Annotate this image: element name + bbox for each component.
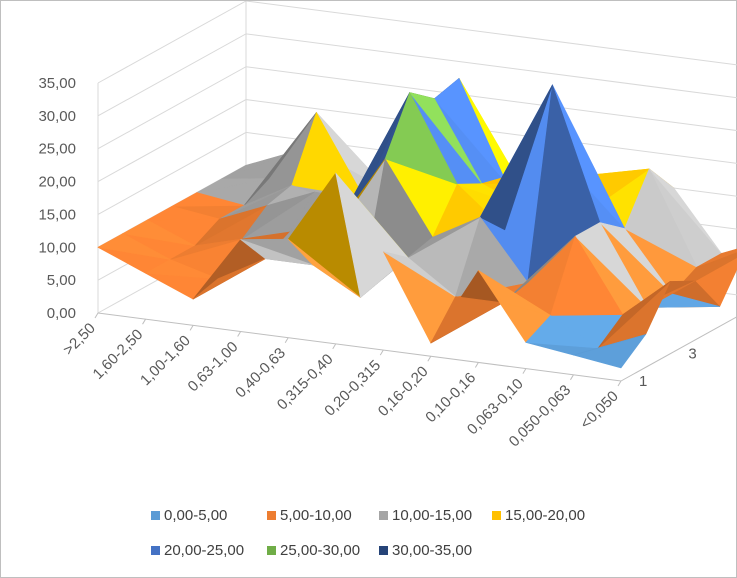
axis-tick-mark bbox=[570, 374, 574, 381]
surface-facet bbox=[478, 270, 551, 316]
x-tick-label: 0,10-0,16 bbox=[422, 369, 479, 426]
surface-facet bbox=[97, 233, 171, 260]
axis-tick-mark bbox=[142, 318, 146, 325]
y-axis-line bbox=[620, 316, 737, 382]
legend-swatch bbox=[379, 511, 388, 520]
surface-facet bbox=[192, 258, 266, 300]
legend-swatch bbox=[267, 546, 276, 555]
axis-tick-mark bbox=[189, 325, 194, 331]
surface-facet bbox=[409, 92, 483, 184]
surface-facet bbox=[407, 216, 481, 258]
z-tick-label: 15,00 bbox=[38, 206, 76, 223]
surface-facet bbox=[287, 238, 361, 298]
z-tick-label: 30,00 bbox=[38, 108, 76, 125]
surface-facet bbox=[573, 334, 647, 356]
legend-label: 25,00-30,00 bbox=[280, 542, 361, 559]
legend-label: 10,00-15,00 bbox=[392, 507, 473, 524]
axis-tick-mark bbox=[332, 343, 337, 350]
x-tick-label: 0,16-0,20 bbox=[375, 363, 432, 420]
legend-item: 25,00-30,00 bbox=[267, 541, 360, 561]
surface-facet bbox=[219, 185, 293, 220]
axis-tick-mark bbox=[522, 368, 527, 374]
legend-item: 15,00-20,00 bbox=[492, 506, 585, 526]
legend-swatch bbox=[492, 511, 501, 520]
z-tick-label: 35,00 bbox=[38, 75, 76, 92]
legend-swatch bbox=[151, 546, 160, 555]
gridline bbox=[97, 1, 737, 84]
legend-item: 10,00-15,00 bbox=[379, 506, 472, 526]
surface-facet bbox=[696, 248, 737, 268]
surface-facet bbox=[525, 315, 599, 349]
legend-label: 15,00-20,00 bbox=[505, 507, 586, 524]
axis-tick-mark bbox=[474, 362, 479, 368]
legend-item: 20,00-25,00 bbox=[151, 541, 244, 561]
surface-facet bbox=[240, 239, 314, 266]
legend-swatch bbox=[151, 511, 160, 520]
z-tick-label: 25,00 bbox=[38, 141, 76, 158]
surface-facet bbox=[145, 259, 219, 280]
legend-label: 20,00-25,00 bbox=[164, 542, 245, 559]
legend: 0,00-5,00 5,00-10,00 10,00-15,00 15,00-2… bbox=[1, 501, 737, 571]
z-tick-label: 10,00 bbox=[38, 239, 76, 256]
surface-facet bbox=[624, 168, 698, 268]
axis-tick-mark bbox=[379, 349, 384, 356]
x-tick-label: <0,050 bbox=[577, 388, 622, 433]
z-tick-label: 0,00 bbox=[47, 305, 76, 322]
z-tick-label: 5,00 bbox=[47, 272, 76, 289]
x-tick-label: 0,40-0,63 bbox=[232, 345, 289, 402]
surface-facet bbox=[574, 222, 648, 308]
x-tick-label: >2,50 bbox=[60, 320, 99, 359]
surface-facet bbox=[384, 92, 458, 185]
surface-facet bbox=[597, 281, 671, 349]
z-tick-label: 20,00 bbox=[38, 174, 76, 191]
surface-plot: 0,00 5,00 10,00 15,00 20,00 25,00 30,00 35,00 >… bbox=[38, 1, 737, 450]
legend-label: 30,00-35,00 bbox=[392, 542, 473, 559]
surface-facet bbox=[242, 191, 315, 240]
surface-facet bbox=[430, 296, 504, 344]
surface-facet bbox=[221, 151, 294, 180]
surface-facet bbox=[335, 172, 409, 298]
x-tick-label: 1,60-2,50 bbox=[90, 326, 147, 383]
x-tick-label: 1,00-1,60 bbox=[137, 332, 194, 389]
surface-facet bbox=[382, 251, 456, 297]
surface-facet bbox=[196, 178, 270, 193]
surface-facet bbox=[171, 192, 245, 207]
axis-tick-mark bbox=[94, 312, 99, 319]
surface-facet bbox=[550, 235, 624, 316]
surface-facet bbox=[648, 168, 722, 254]
surface-facet bbox=[502, 235, 576, 304]
legend-swatch bbox=[379, 546, 388, 555]
y-tick-label: 3 bbox=[688, 346, 696, 363]
surface-mesh bbox=[97, 78, 737, 369]
legend-item: 5,00-10,00 bbox=[267, 506, 352, 526]
surface-facet bbox=[169, 238, 243, 260]
surface-facet bbox=[122, 219, 196, 247]
legend-item: 0,00-5,00 bbox=[151, 506, 227, 526]
x-tick-label: 0,63-1,00 bbox=[185, 338, 242, 395]
axis-tick-mark bbox=[284, 337, 289, 343]
axis-tick-mark bbox=[617, 380, 622, 387]
axis-tick-mark bbox=[237, 331, 242, 337]
surface-facet bbox=[243, 112, 317, 206]
surface-facet bbox=[599, 222, 673, 295]
y-axis-ticks: 1357 bbox=[639, 346, 697, 390]
surface-facet bbox=[147, 206, 220, 221]
legend-swatch bbox=[267, 511, 276, 520]
legend-item: 30,00-35,00 bbox=[379, 541, 472, 561]
axis-tick-mark bbox=[427, 356, 432, 362]
surface-facet bbox=[194, 205, 268, 247]
y-tick-label: 1 bbox=[639, 373, 647, 390]
z-axis-ticks: 0,00 5,00 10,00 15,00 20,00 25,00 30,00 35,00 bbox=[38, 75, 76, 322]
x-axis-line bbox=[97, 312, 622, 382]
legend-label: 0,00-5,00 bbox=[164, 507, 228, 524]
legend-label: 5,00-10,00 bbox=[280, 507, 352, 524]
surface-facet bbox=[479, 84, 553, 231]
surface-facet bbox=[434, 78, 507, 184]
